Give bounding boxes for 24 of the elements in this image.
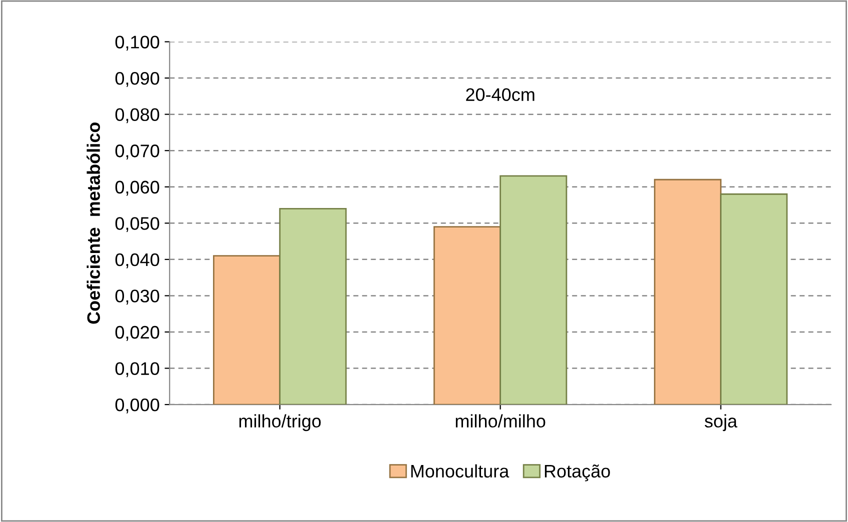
y-tick-label: 0,080 — [115, 108, 160, 124]
y-tick-label: 0,020 — [115, 326, 160, 341]
bar — [433, 226, 502, 405]
y-tick-label: 0,090 — [115, 72, 160, 87]
legend-label: Rotação — [544, 464, 610, 482]
bar — [654, 178, 722, 405]
y-axis-title: Coeficiente metabólico — [86, 122, 100, 324]
y-tick-label: 0,000 — [115, 398, 160, 414]
legend-label: Monocultura — [411, 464, 510, 478]
x-tick-label: milho/trigo — [239, 414, 321, 432]
x-tick-label: milho/milho — [456, 414, 546, 428]
x-tick-label: soja — [704, 414, 738, 432]
bar — [500, 175, 568, 405]
y-tick-label: 0,050 — [115, 217, 160, 232]
annotation: 20-40cm — [466, 88, 534, 102]
bar — [279, 208, 347, 405]
y-tick-label: 0,010 — [115, 362, 160, 378]
y-tick-label: 0,100 — [115, 36, 160, 51]
y-tick-label: 0,060 — [115, 180, 160, 196]
y-tick-label: 0,040 — [115, 253, 160, 268]
bar — [213, 255, 281, 405]
y-tick-label: 0,030 — [115, 290, 160, 305]
y-tick-label: 0,070 — [115, 144, 160, 160]
bar — [720, 193, 788, 405]
